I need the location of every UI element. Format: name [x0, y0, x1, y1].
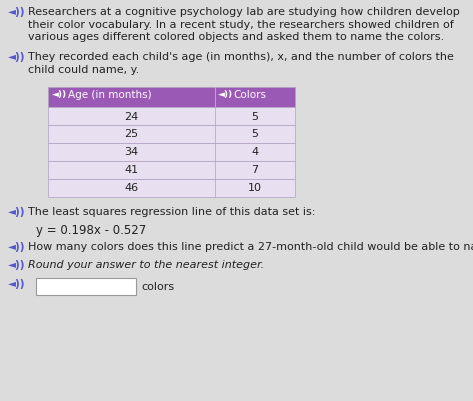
Text: Round your answer to the nearest integer.: Round your answer to the nearest integer… — [28, 259, 264, 269]
FancyBboxPatch shape — [48, 161, 295, 179]
Text: ◄)): ◄)) — [8, 242, 26, 252]
Text: ◄)): ◄)) — [8, 279, 26, 289]
Text: 10: 10 — [248, 183, 262, 193]
Text: ◄)): ◄)) — [8, 53, 26, 62]
Text: their color vocabulary. In a recent study, the researchers showed children of: their color vocabulary. In a recent stud… — [28, 20, 454, 29]
Text: 24: 24 — [124, 111, 139, 121]
Text: various ages different colored objects and asked them to name the colors.: various ages different colored objects a… — [28, 32, 444, 42]
Text: 34: 34 — [124, 147, 139, 157]
Text: ◄)): ◄)) — [8, 259, 26, 269]
Text: 25: 25 — [124, 129, 139, 139]
Text: 46: 46 — [124, 183, 139, 193]
FancyBboxPatch shape — [48, 107, 295, 125]
FancyBboxPatch shape — [48, 125, 295, 143]
Text: 5: 5 — [252, 111, 259, 121]
Text: 7: 7 — [252, 165, 259, 175]
Text: They recorded each child's age (in months), x, and the number of colors the: They recorded each child's age (in month… — [28, 53, 454, 62]
FancyBboxPatch shape — [48, 143, 295, 161]
Text: ◄)): ◄)) — [8, 7, 26, 17]
Text: Researchers at a cognitive psychology lab are studying how children develop: Researchers at a cognitive psychology la… — [28, 7, 460, 17]
Text: ◄)): ◄)) — [52, 90, 67, 99]
Text: ◄)): ◄)) — [8, 207, 26, 217]
Text: Age (in months): Age (in months) — [68, 90, 152, 100]
FancyBboxPatch shape — [48, 87, 295, 107]
Text: y = 0.198x - 0.527: y = 0.198x - 0.527 — [36, 223, 146, 237]
Text: The least squares regression line of this data set is:: The least squares regression line of thi… — [28, 207, 315, 217]
Text: 41: 41 — [124, 165, 139, 175]
Text: 4: 4 — [252, 147, 259, 157]
Text: 5: 5 — [252, 129, 259, 139]
FancyBboxPatch shape — [48, 179, 295, 197]
Text: child could name, y.: child could name, y. — [28, 65, 139, 75]
Text: colors: colors — [141, 281, 174, 291]
Text: How many colors does this line predict a 27-month-old child would be able to nam: How many colors does this line predict a… — [28, 242, 473, 252]
FancyBboxPatch shape — [36, 278, 136, 295]
Text: Colors: Colors — [233, 90, 266, 100]
Text: ◄)): ◄)) — [218, 90, 233, 99]
